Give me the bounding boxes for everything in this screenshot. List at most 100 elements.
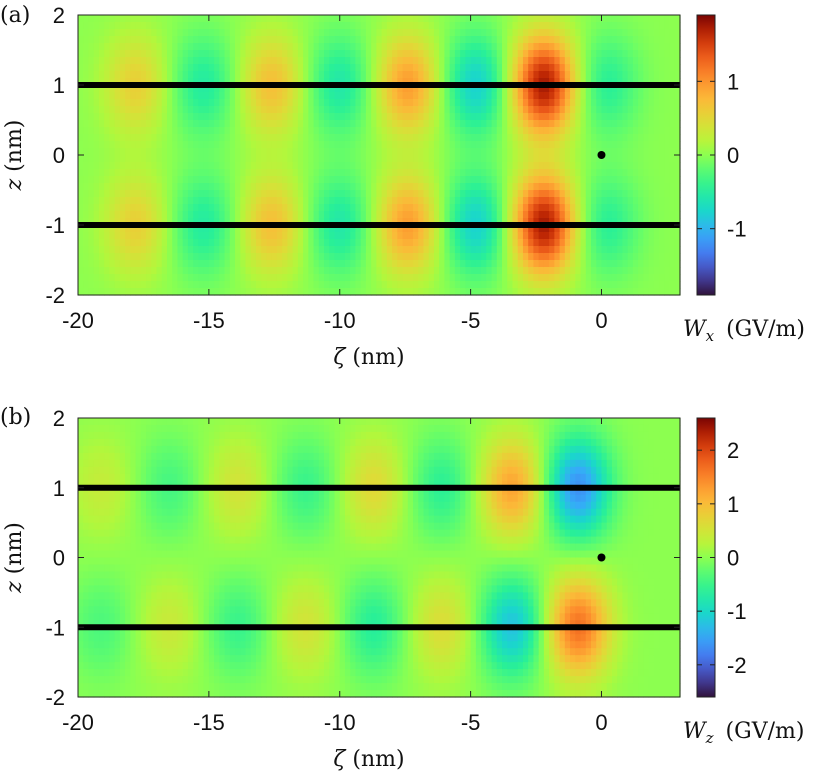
heatmap-cell (664, 190, 671, 198)
heatmap-cell (392, 29, 398, 37)
heatmap-cell (554, 183, 561, 191)
heatmap-cell (266, 274, 273, 282)
heatmap-cell (93, 36, 100, 44)
heatmap-cell (449, 239, 456, 247)
heatmap-cell (512, 211, 519, 219)
heatmap-cell (308, 43, 315, 51)
heatmap-cell (88, 669, 95, 677)
heatmap-cell (208, 239, 215, 247)
heatmap-cell (543, 29, 550, 37)
heatmap-cell (182, 288, 189, 296)
heatmap-cell (460, 232, 466, 240)
heatmap-cell (324, 197, 330, 205)
heatmap-cell (418, 127, 425, 135)
heatmap-cell (632, 99, 639, 107)
heatmap-cell (622, 246, 629, 254)
heatmap-cell (570, 288, 576, 296)
heatmap-cell (533, 169, 540, 177)
heatmap-cell (659, 204, 665, 212)
heatmap-cell (439, 29, 446, 37)
heatmap-cell (177, 267, 184, 275)
heatmap-cell (507, 71, 514, 79)
heatmap-cell (271, 15, 278, 23)
heatmap-cell (669, 92, 676, 100)
heatmap-cell (93, 288, 100, 296)
heatmap-cell (659, 232, 665, 240)
heatmap-cell (371, 57, 377, 65)
heatmap-cell (324, 50, 330, 58)
heatmap-cell (528, 176, 535, 184)
heatmap-cell (78, 274, 84, 282)
heatmap-cell (454, 106, 461, 114)
x-tick-label: -20 (62, 308, 94, 333)
heatmap-cell (219, 78, 226, 86)
heatmap-cell (491, 281, 498, 289)
heatmap-cell (470, 281, 477, 289)
heatmap-cell (413, 232, 419, 240)
heatmap-cell (297, 225, 304, 233)
heatmap-cell (78, 473, 84, 482)
heatmap-cell (344, 260, 351, 268)
heatmap-cell (376, 274, 383, 282)
heatmap-cell (250, 106, 257, 114)
heatmap-cell (177, 218, 184, 226)
heatmap-cell (622, 239, 629, 247)
heatmap-cell (502, 57, 508, 65)
heatmap-cell (481, 148, 487, 156)
heatmap-cell (146, 92, 152, 100)
heatmap-cell (203, 29, 210, 37)
heatmap-cell (98, 543, 105, 552)
heatmap-cell (166, 106, 173, 114)
heatmap-cell (543, 232, 550, 240)
heatmap-cell (433, 204, 440, 212)
heatmap-cell (376, 127, 383, 135)
heatmap-cell (187, 260, 194, 268)
heatmap-cell (271, 190, 278, 198)
heatmap-cell (156, 253, 163, 261)
heatmap-cell (313, 71, 320, 79)
heatmap-cell (418, 225, 425, 233)
heatmap-cell (88, 197, 95, 205)
heatmap-cell (470, 211, 477, 219)
heatmap-cell (193, 127, 199, 135)
heatmap-cell (308, 225, 315, 233)
heatmap-cell (517, 169, 524, 177)
x-tick-label: -5 (461, 308, 481, 333)
heatmap-cell (344, 232, 351, 240)
heatmap-cell (203, 218, 210, 226)
heatmap-cell (88, 211, 95, 219)
heatmap-cell (407, 211, 414, 219)
heatmap-cell (93, 515, 100, 524)
heatmap-cell (413, 113, 419, 121)
heatmap-cell (407, 22, 414, 30)
heatmap-cell (88, 239, 95, 247)
heatmap-cell (659, 253, 665, 261)
heatmap-cell (355, 36, 362, 44)
heatmap-cell (203, 162, 210, 170)
heatmap-cell (543, 148, 550, 156)
heatmap-cell (376, 211, 383, 219)
heatmap-cell (423, 239, 430, 247)
heatmap-cell (460, 92, 466, 100)
heatmap-cell (643, 15, 650, 23)
heatmap-cell (339, 190, 346, 198)
heatmap-cell (674, 50, 681, 58)
heatmap-cell (324, 274, 330, 282)
heatmap-cell (287, 99, 294, 107)
heatmap-cell (413, 225, 419, 233)
heatmap-cell (271, 57, 278, 65)
heatmap-cell (381, 225, 388, 233)
heatmap-cell (386, 78, 393, 86)
heatmap-cell (109, 536, 116, 545)
heatmap-cell (669, 288, 676, 296)
heatmap-cell (88, 445, 95, 454)
heatmap-cell (371, 78, 377, 86)
heatmap-cell (669, 260, 676, 268)
heatmap-cell (564, 50, 571, 58)
heatmap-cell (261, 211, 268, 219)
heatmap-cell (538, 274, 545, 282)
heatmap-cell (119, 43, 126, 51)
heatmap-cell (418, 197, 425, 205)
heatmap-cell (512, 127, 519, 135)
heatmap-cell (591, 253, 597, 261)
